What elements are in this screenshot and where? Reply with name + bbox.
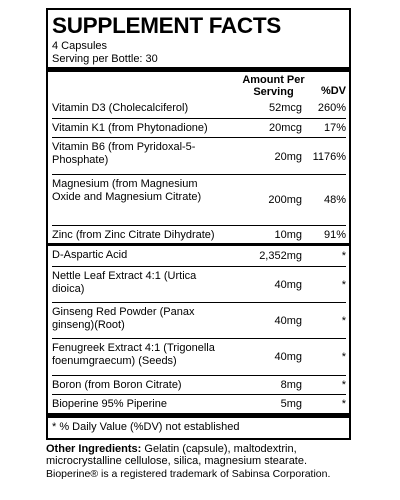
nutrient-row: D-Aspartic Acid 2,352mg * bbox=[52, 246, 346, 266]
servings-per-bottle: Serving per Bottle: 30 bbox=[52, 53, 158, 65]
nutrient-dv: 48% bbox=[323, 194, 346, 206]
nutrient-name: Ginseng Red Powder (Panax ginseng)(Root) bbox=[52, 306, 195, 331]
nutrient-name: Bioperine 95% Piperine bbox=[52, 398, 167, 410]
nutrient-amount: 200mg bbox=[268, 194, 302, 206]
nutrient-row: Vitamin B6 (from Pyridoxal-5-Phosphate) 2… bbox=[52, 137, 346, 174]
nutrient-amount: 10mg bbox=[274, 229, 302, 241]
nutrient-amount: 5mg bbox=[280, 398, 302, 410]
nutrient-amount: 2,352mg bbox=[259, 250, 302, 262]
nutrient-amount: 40mg bbox=[274, 279, 302, 291]
nutrient-dv: * bbox=[341, 315, 346, 327]
nutrient-amount: 20mcg bbox=[268, 122, 302, 134]
nutrient-row: Bioperine 95% Piperine 5mg * bbox=[52, 394, 346, 413]
nutrient-row: Magnesium (from Magnesium Oxide and Magn… bbox=[52, 174, 346, 225]
nutrient-name: Zinc (from Zinc Citrate Dihydrate) bbox=[52, 229, 215, 241]
nutrient-row: Boron (from Boron Citrate) 8mg * bbox=[52, 375, 346, 394]
nutrient-name: Fenugreek Extract 4:1 (Trigonella foenum… bbox=[52, 342, 215, 367]
nutrient-row: Vitamin K1 (from Phytonadione) 20mcg 17% bbox=[52, 118, 346, 137]
nutrient-dv: * bbox=[341, 398, 346, 410]
nutrient-dv: 260% bbox=[317, 102, 346, 114]
nutrient-dv: 17% bbox=[323, 122, 346, 134]
serving-size: 4 Capsules bbox=[52, 40, 108, 52]
nutrient-amount: 8mg bbox=[280, 379, 302, 391]
nutrient-dv: * bbox=[341, 250, 346, 262]
other-ingredients: Other Ingredients: Gelatin (capsule), ma… bbox=[46, 443, 366, 467]
nutrient-name: Vitamin D3 (Cholecalciferol) bbox=[52, 102, 189, 114]
other-ingredients-label: Other Ingredients: bbox=[46, 443, 142, 455]
nutrient-name: Boron (from Boron Citrate) bbox=[52, 379, 182, 391]
footnote: * % Daily Value (%DV) not established bbox=[48, 413, 349, 434]
nutrient-dv: 91% bbox=[323, 229, 346, 241]
thick-divider bbox=[48, 67, 349, 72]
blend-group: D-Aspartic Acid 2,352mg * Nettle Leaf Extra… bbox=[52, 246, 346, 413]
nutrient-name: Magnesium (from Magnesium Oxide and Magn… bbox=[52, 178, 202, 203]
nutrient-amount: 52mcg bbox=[268, 102, 302, 114]
nutrient-amount: 40mg bbox=[274, 315, 302, 327]
trademark-note: Bioperine® is a registered trademark of … bbox=[46, 468, 331, 480]
other-ingredients-text: Gelatin (capsule), maltodextrin, microcr… bbox=[46, 443, 308, 467]
nutrient-row: Nettle Leaf Extract 4:1 (Urtica dioica) 4… bbox=[52, 266, 346, 302]
nutrient-amount: 20mg bbox=[274, 151, 302, 163]
nutrient-dv: * bbox=[341, 279, 346, 291]
nutrient-dv: * bbox=[341, 379, 346, 391]
nutrient-row: Fenugreek Extract 4:1 (Trigonella foenum… bbox=[52, 338, 346, 375]
nutrient-name: D-Aspartic Acid bbox=[52, 249, 128, 261]
nutrient-row: Zinc (from Zinc Citrate Dihydrate) 10mg 91… bbox=[52, 225, 346, 243]
nutrient-name: Vitamin B6 (from Pyridoxal-5-Phosphate) bbox=[52, 141, 196, 166]
nutrient-name: Vitamin K1 (from Phytonadione) bbox=[52, 122, 208, 134]
nutrient-dv: 1176% bbox=[312, 151, 346, 163]
nutrient-row: Ginseng Red Powder (Panax ginseng)(Root)… bbox=[52, 302, 346, 338]
vitamins-group: Vitamin D3 (Cholecalciferol) 52mcg 260% Vit… bbox=[52, 99, 346, 243]
medium-divider bbox=[48, 243, 349, 246]
amount-header: Amount Per Serving bbox=[242, 74, 305, 98]
nutrient-row: Vitamin D3 (Cholecalciferol) 52mcg 260% bbox=[52, 99, 346, 118]
nutrient-dv: * bbox=[341, 351, 346, 363]
nutrient-name: Nettle Leaf Extract 4:1 (Urtica dioica) bbox=[52, 270, 197, 295]
nutrient-amount: 40mg bbox=[274, 351, 302, 363]
supplement-facts-panel: SUPPLEMENT FACTS 4 Capsules Serving per … bbox=[46, 8, 351, 440]
panel-title: SUPPLEMENT FACTS bbox=[52, 13, 281, 38]
column-header: Amount Per Serving %DV bbox=[52, 72, 346, 99]
dv-header: %DV bbox=[320, 85, 346, 97]
